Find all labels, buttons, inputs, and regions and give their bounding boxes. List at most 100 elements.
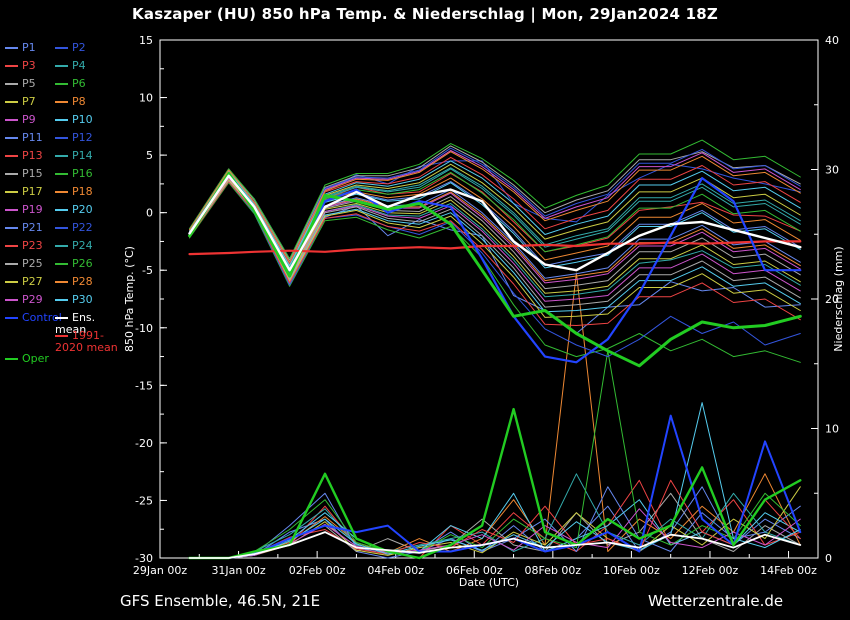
- legend-label: Ens. mean: [55, 311, 96, 336]
- legend-line-swatch: [55, 155, 68, 157]
- legend-line-swatch: [5, 358, 18, 361]
- precip-series-p26: [189, 350, 801, 559]
- legend-label: P13: [22, 149, 43, 162]
- x-tick-label: 12Feb 00z: [682, 564, 739, 577]
- legend-label: P21: [22, 221, 43, 234]
- legend-line-swatch: [5, 227, 18, 229]
- left-tick-label: 15: [139, 34, 153, 47]
- legend-label: P4: [72, 59, 86, 72]
- x-tick-label: 08Feb 00z: [524, 564, 581, 577]
- legend-item-p5: P5: [5, 78, 77, 90]
- legend-label: P26: [72, 257, 93, 270]
- legend-label: P18: [72, 185, 93, 198]
- left-tick-label: -10: [135, 322, 153, 335]
- temp-series-p10: [189, 179, 801, 313]
- legend-line-swatch: [5, 119, 18, 121]
- y-axis-left-title: 850 hPa Temp. (°C): [123, 246, 136, 352]
- legend-item-p13: P13: [5, 150, 77, 162]
- legend-item-p20: P20: [55, 204, 127, 216]
- legend-label: P7: [22, 95, 36, 108]
- legend-item-control: Control: [5, 312, 77, 324]
- legend-item-ens-mean: Ens. mean: [55, 312, 127, 336]
- legend-label: P29: [22, 293, 43, 306]
- legend-item-p25: P25: [5, 258, 77, 270]
- legend-line-swatch: [55, 173, 68, 175]
- legend-line-swatch: [5, 317, 18, 319]
- precip-series-ens-mean: [188, 531, 802, 559]
- legend-item-p7: P7: [5, 96, 77, 108]
- legend-item-p22: P22: [55, 222, 127, 234]
- legend-label: P30: [72, 293, 93, 306]
- legend-item-p17: P17: [5, 186, 77, 198]
- page-title: Kaszaper (HU) 850 hPa Temp. & Niederschl…: [132, 5, 718, 23]
- legend-item-p4: P4: [55, 60, 127, 72]
- legend-line-swatch: [5, 191, 18, 193]
- legend-item-p21: P21: [5, 222, 77, 234]
- legend-item-p27: P27: [5, 276, 77, 288]
- right-tick-label: 10: [825, 423, 839, 436]
- legend-item-p19: P19: [5, 204, 77, 216]
- legend-label: P5: [22, 77, 36, 90]
- legend-label: P25: [22, 257, 43, 270]
- legend-line-swatch: [55, 137, 68, 139]
- temp-series-p23: [189, 181, 801, 326]
- legend-label: P20: [72, 203, 93, 216]
- legend-item-p11: P11: [5, 132, 77, 144]
- legend-item-p6: P6: [55, 78, 127, 90]
- legend-label: P9: [22, 113, 36, 126]
- legend-line-swatch: [55, 47, 68, 49]
- legend-line-swatch: [5, 281, 18, 283]
- legend-label: P11: [22, 131, 43, 144]
- legend-item-p23: P23: [5, 240, 77, 252]
- x-tick-label: 14Feb 00z: [760, 564, 817, 577]
- legend-line-swatch: [55, 281, 68, 283]
- legend-label: P8: [72, 95, 86, 108]
- left-tick-label: -30: [135, 552, 153, 565]
- x-tick-label: 02Feb 00z: [289, 564, 346, 577]
- legend-item-p24: P24: [55, 240, 127, 252]
- temp-series-1991-2020-mean: [188, 240, 802, 256]
- legend-label: P19: [22, 203, 43, 216]
- left-tick-label: 0: [146, 207, 153, 220]
- left-tick-label: -5: [142, 264, 153, 277]
- right-tick-label: 40: [825, 34, 839, 47]
- legend-line-swatch: [5, 65, 18, 67]
- legend-line-swatch: [55, 191, 68, 193]
- legend-line-swatch: [55, 101, 68, 103]
- legend-label: P10: [72, 113, 93, 126]
- temp-series-oper: [188, 172, 802, 368]
- footer-site-name: Wetterzentrale.de: [648, 592, 784, 610]
- x-axis-label: Date (UTC): [458, 576, 520, 589]
- legend-label: P23: [22, 239, 43, 252]
- left-tick-label: 10: [139, 92, 153, 105]
- legend-item-1991-2020-mean: 1991-2020 mean: [55, 330, 127, 354]
- legend-label: Control: [22, 311, 62, 324]
- right-tick-label: 30: [825, 164, 839, 177]
- legend-line-swatch: [55, 299, 68, 301]
- legend-item-p18: P18: [55, 186, 127, 198]
- legend-label: P1: [22, 41, 36, 54]
- temp-series-p12: [189, 181, 801, 358]
- precip-series-p29: [189, 508, 801, 559]
- legend-label: 1991-2020 mean: [55, 329, 118, 354]
- legend-item-p8: P8: [55, 96, 127, 108]
- x-tick-label: 29Jan 00z: [133, 564, 187, 577]
- footer-model-info: GFS Ensemble, 46.5N, 21E: [120, 592, 321, 610]
- legend-item-p15: P15: [5, 168, 77, 180]
- legend-label: P27: [22, 275, 43, 288]
- legend-line-swatch: [5, 209, 18, 211]
- precip-series-p11: [189, 486, 801, 559]
- legend-item-p29: P29: [5, 294, 77, 306]
- legend-line-swatch: [5, 101, 18, 103]
- legend: P1 P2 P3 P4 P5 P6 P7 P8 P9 P10 P11 P12 P13 P14 P15 P16 P…: [0, 0, 150, 560]
- temp-series-ens-mean: [188, 174, 802, 272]
- legend-line-swatch: [5, 83, 18, 85]
- legend-line-swatch: [5, 155, 18, 157]
- legend-item-p3: P3: [5, 60, 77, 72]
- legend-label: P6: [72, 77, 86, 90]
- legend-label: P14: [72, 149, 93, 162]
- legend-line-swatch: [55, 83, 68, 85]
- legend-label: P16: [72, 167, 93, 180]
- temp-series-p13: [189, 156, 801, 265]
- x-tick-label: 06Feb 00z: [446, 564, 503, 577]
